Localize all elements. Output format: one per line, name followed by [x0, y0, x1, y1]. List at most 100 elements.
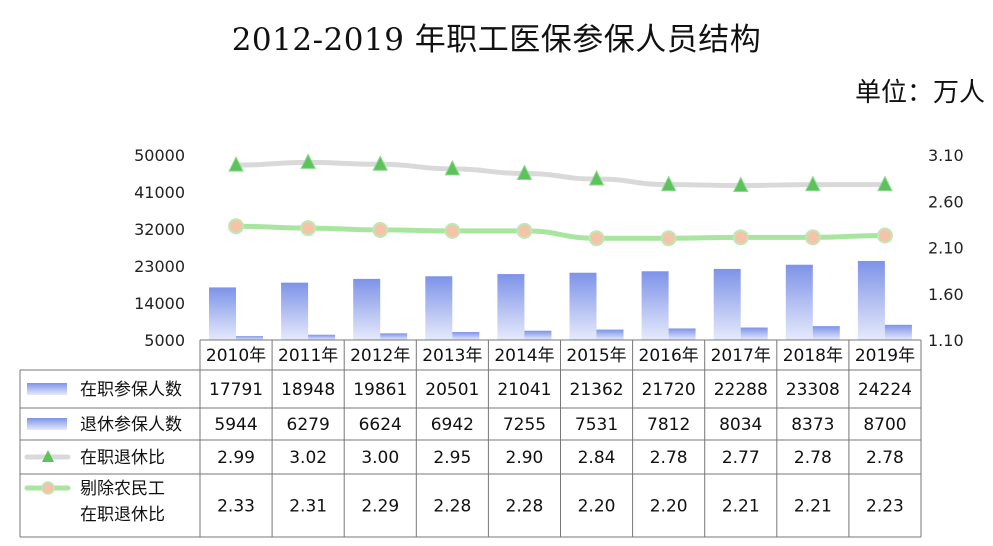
table-cell: 2.95	[433, 448, 471, 468]
table-cell: 20501	[425, 380, 479, 400]
table-cell: 2.77	[722, 448, 760, 468]
right-tick-label: 1.10	[928, 331, 964, 350]
bar	[668, 328, 696, 340]
right-tick-label: 2.10	[928, 239, 964, 258]
table-cell: 21362	[570, 380, 624, 400]
category-label: 2015年	[566, 346, 626, 366]
bar	[884, 324, 912, 340]
table-cell: 19861	[353, 380, 407, 400]
category-label: 2010年	[206, 346, 266, 366]
table-cell: 2.99	[217, 448, 255, 468]
row-label-line1: 剔除农民工	[80, 479, 165, 499]
row-label: 在职参保人数	[80, 380, 182, 400]
triangle-marker	[805, 175, 821, 192]
triangle-marker	[372, 155, 389, 171]
unit-label: 单位：万人	[854, 78, 985, 108]
table-cell: 6942	[431, 415, 474, 435]
circle-marker	[588, 230, 605, 247]
row-label: 在职退休比	[80, 448, 165, 468]
legend-circle-marker	[41, 481, 55, 495]
table-cell: 2.31	[289, 497, 327, 517]
left-tick-label: 32000	[134, 220, 185, 239]
row-label: 退休参保人数	[80, 415, 182, 435]
table-cell: 21041	[497, 380, 551, 400]
bars	[209, 260, 912, 340]
table-cell: 17791	[209, 380, 263, 400]
legend-bar-key	[27, 383, 67, 395]
left-tick-label: 23000	[134, 257, 185, 276]
table-cell: 24224	[858, 380, 912, 400]
circle-marker	[804, 229, 821, 246]
table-cell: 5944	[214, 415, 257, 435]
table-cell: 2.28	[433, 497, 471, 517]
table-cell: 2.78	[650, 448, 688, 468]
table-cell: 2.20	[650, 497, 688, 517]
table-cell: 2.84	[578, 448, 616, 468]
bar	[785, 264, 813, 340]
bar	[452, 332, 480, 340]
bar	[569, 272, 597, 340]
chart-title: 2012-2019 年职工医保参保人员结构	[231, 22, 762, 58]
bar	[236, 336, 263, 340]
table-cell: 2.21	[794, 497, 832, 517]
category-label: 2016年	[639, 346, 699, 366]
category-label: 2018年	[783, 346, 843, 366]
table-cell: 3.02	[289, 448, 327, 468]
bar	[812, 326, 840, 340]
table-cell: 2.23	[866, 497, 904, 517]
right-tick-label: 2.60	[928, 192, 964, 211]
triangle-marker	[877, 175, 893, 192]
category-label: 2012年	[350, 346, 410, 366]
table-cell: 8700	[863, 415, 906, 435]
triangle-marker	[516, 164, 533, 180]
table-cell: 7255	[503, 415, 546, 435]
circle-marker	[876, 227, 893, 244]
table-cell: 6624	[359, 415, 402, 435]
left-tick-label: 50000	[134, 146, 185, 165]
table-cell: 2.20	[578, 497, 616, 517]
bar	[380, 333, 408, 340]
circle-marker	[372, 221, 389, 238]
table-cell: 7812	[647, 415, 690, 435]
series-line	[233, 223, 888, 241]
category-label: 2014年	[494, 346, 554, 366]
table-cell: 2.78	[866, 448, 904, 468]
left-tick-label: 41000	[134, 183, 185, 202]
bar	[524, 330, 552, 340]
right-axis-ticks: 3.10 2.60 2.10 1.60 1.10	[928, 146, 964, 350]
circle-marker	[444, 222, 461, 239]
bar	[857, 260, 885, 340]
triangle-marker	[444, 159, 461, 176]
category-label: 2017年	[711, 346, 771, 366]
triangle-marker	[588, 169, 605, 186]
table-cell: 2.29	[361, 497, 399, 517]
table-cell: 2.33	[217, 497, 255, 517]
table-cell: 2.21	[722, 497, 760, 517]
table-cell: 6279	[287, 415, 330, 435]
category-label: 2019年	[855, 346, 915, 366]
circle-marker	[660, 230, 677, 247]
row-label-line2: 在职退休比	[80, 505, 165, 525]
bar	[425, 276, 453, 340]
bar	[740, 327, 768, 340]
table-cell: 2.78	[794, 448, 832, 468]
category-label: 2013年	[422, 346, 482, 366]
circle-marker	[300, 220, 317, 237]
bar	[353, 278, 381, 340]
bar	[308, 334, 336, 340]
triangle-marker	[300, 153, 316, 169]
bar	[641, 271, 669, 340]
triangle-marker	[228, 156, 244, 172]
table-cell: 2.28	[506, 497, 544, 517]
left-tick-label: 5000	[144, 331, 185, 350]
table-cell: 8034	[719, 415, 762, 435]
left-tick-label: 14000	[134, 294, 185, 313]
table-cell: 8373	[791, 415, 834, 435]
triangle-marker	[732, 176, 749, 193]
circle-marker	[732, 229, 749, 246]
bar	[497, 274, 525, 340]
table-cell: 22288	[714, 380, 768, 400]
table-cell: 3.00	[361, 448, 399, 468]
legend-bar-key	[27, 418, 67, 430]
